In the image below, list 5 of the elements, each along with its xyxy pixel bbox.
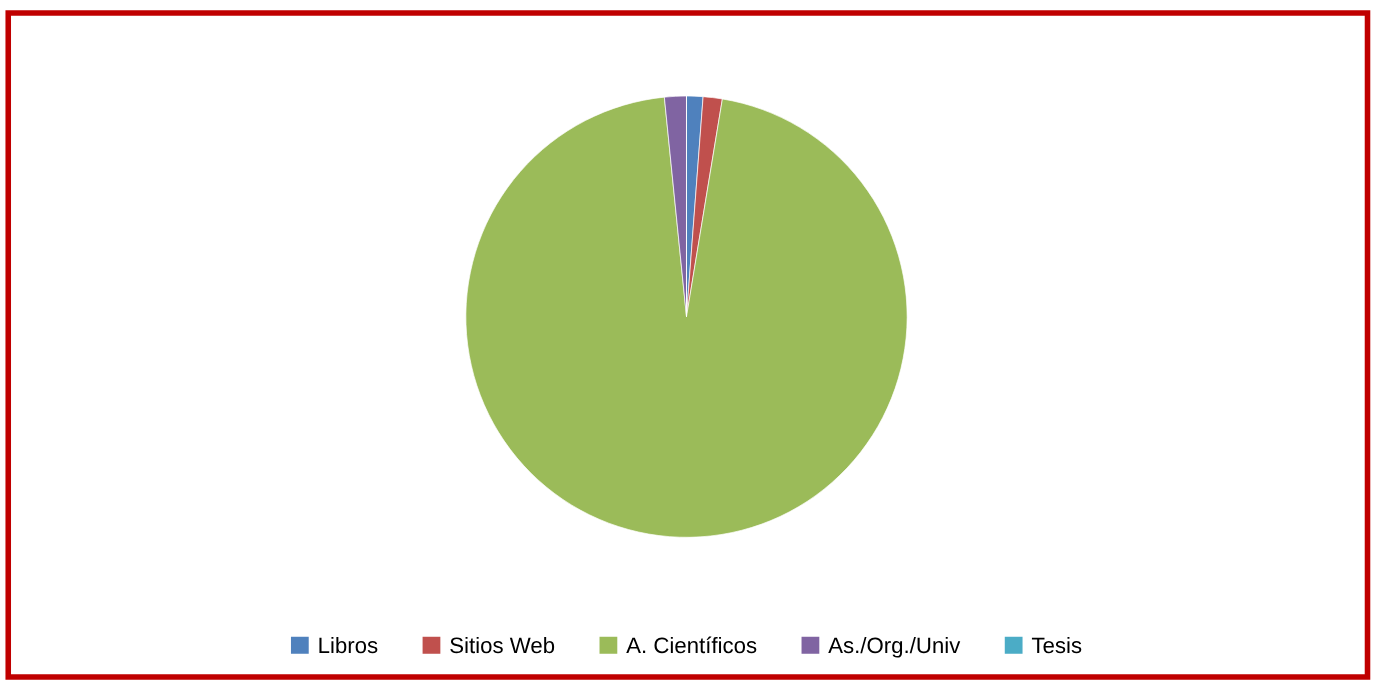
legend-label: Libros: [319, 636, 378, 654]
legend-label: A. Científicos: [626, 636, 757, 654]
legend-label: As./Org./Univ: [828, 636, 961, 658]
legend-label: Sitios Web: [450, 636, 555, 654]
legend-label: Tesis: [1031, 636, 1082, 654]
